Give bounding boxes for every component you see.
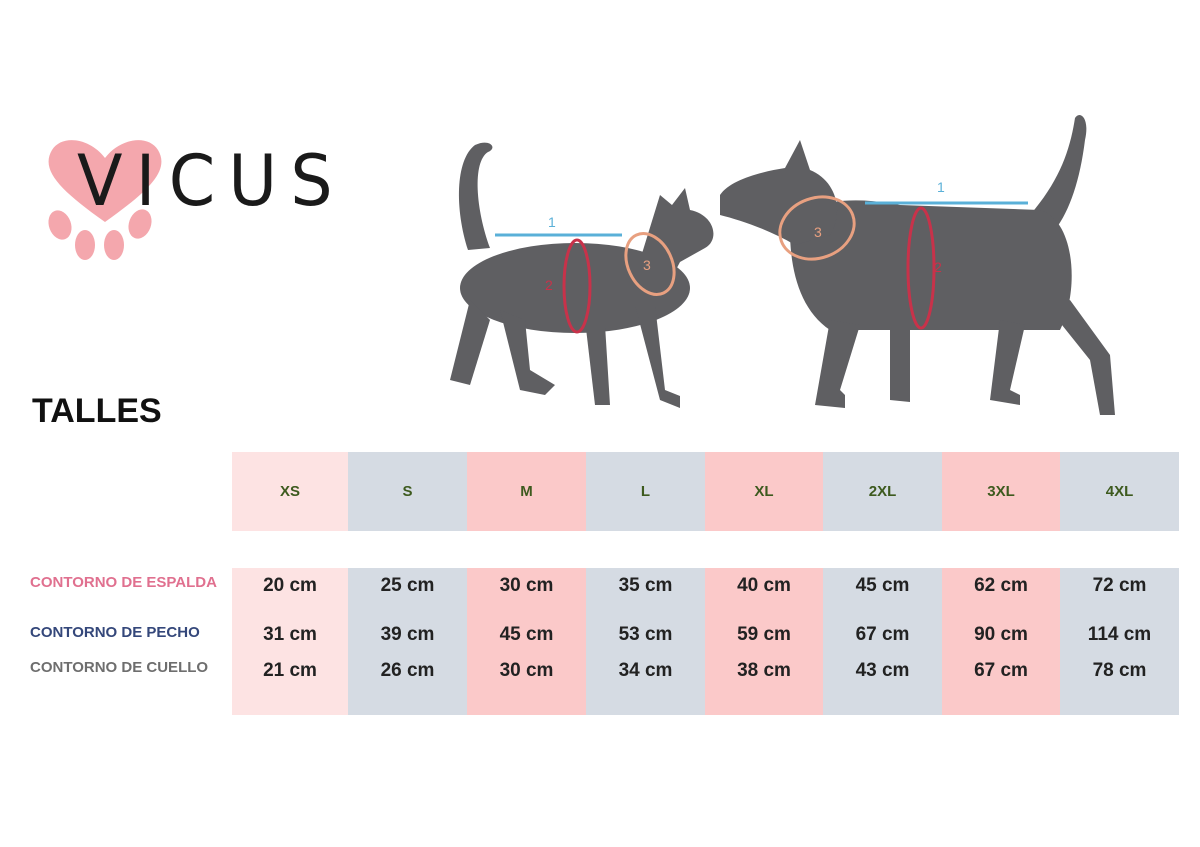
table-cell: 26 cm <box>380 660 435 681</box>
size-column-xs: 20 cm 31 cm 21 cm <box>232 568 348 715</box>
paw-heart-icon <box>48 140 162 260</box>
table-cell: 114 cm <box>1087 624 1152 645</box>
marker-3: 3 <box>643 257 651 273</box>
table-cell: 35 cm <box>618 575 673 596</box>
size-column-3xl: 62 cm 90 cm 67 cm <box>942 568 1060 715</box>
table-cell: 72 cm <box>1092 575 1147 596</box>
row-label: CONTORNO DE ESPALDA <box>30 574 217 591</box>
table-cell: 62 cm <box>974 575 1028 596</box>
table-cell: 45 cm <box>855 575 910 596</box>
table-cell: 45 cm <box>499 624 554 645</box>
marker-3: 3 <box>814 224 822 240</box>
marker-2: 2 <box>934 259 942 275</box>
size-column-s: 25 cm 39 cm 26 cm <box>348 568 467 715</box>
table-cell: 31 cm <box>263 624 317 645</box>
table-cell: 59 cm <box>737 624 791 645</box>
size-header-2xl: 2XL <box>823 452 942 531</box>
size-header-xs: XS <box>232 452 348 531</box>
cat-silhouette <box>450 142 714 408</box>
table-cell: 21 cm <box>263 660 317 681</box>
dog-silhouette <box>720 114 1115 415</box>
size-header-4xl: 4XL <box>1060 452 1179 531</box>
row-label: CONTORNO DE CUELLO <box>30 659 209 676</box>
size-header-s: S <box>348 452 467 531</box>
size-header-xl: XL <box>705 452 823 531</box>
marker-2: 2 <box>545 277 553 293</box>
table-cell: 40 cm <box>737 575 791 596</box>
marker-1: 1 <box>937 179 945 195</box>
size-column-xl: 40 cm 59 cm 38 cm <box>705 568 823 715</box>
row-label: CONTORNO DE PECHO <box>30 624 200 641</box>
marker-1: 1 <box>548 214 556 230</box>
page-title: TALLES <box>32 392 162 430</box>
size-column-m: 30 cm 45 cm 30 cm <box>467 568 586 715</box>
size-header-3xl: 3XL <box>942 452 1060 531</box>
table-cell: 78 cm <box>1092 660 1147 681</box>
size-header-l: L <box>586 452 705 531</box>
table-cell: 39 cm <box>380 624 435 645</box>
size-header-m: M <box>467 452 586 531</box>
table-cell: 30 cm <box>499 575 554 596</box>
size-column-2xl: 45 cm 67 cm 43 cm <box>823 568 942 715</box>
table-cell: 34 cm <box>618 660 673 681</box>
table-cell: 53 cm <box>618 624 673 645</box>
table-cell: 25 cm <box>380 575 435 596</box>
table-cell: 30 cm <box>499 660 554 681</box>
brand-logo: VICUS <box>77 140 346 222</box>
size-column-l: 35 cm 53 cm 34 cm <box>586 568 705 715</box>
table-cell: 38 cm <box>737 660 791 681</box>
table-cell: 43 cm <box>855 660 910 681</box>
size-column-4xl: 72 cm 114 cm 78 cm <box>1060 568 1179 715</box>
table-cell: 20 cm <box>263 575 317 596</box>
measurement-marks <box>495 195 1028 334</box>
table-cell: 90 cm <box>974 624 1028 645</box>
table-cell: 67 cm <box>974 660 1028 681</box>
table-cell: 67 cm <box>855 624 910 645</box>
